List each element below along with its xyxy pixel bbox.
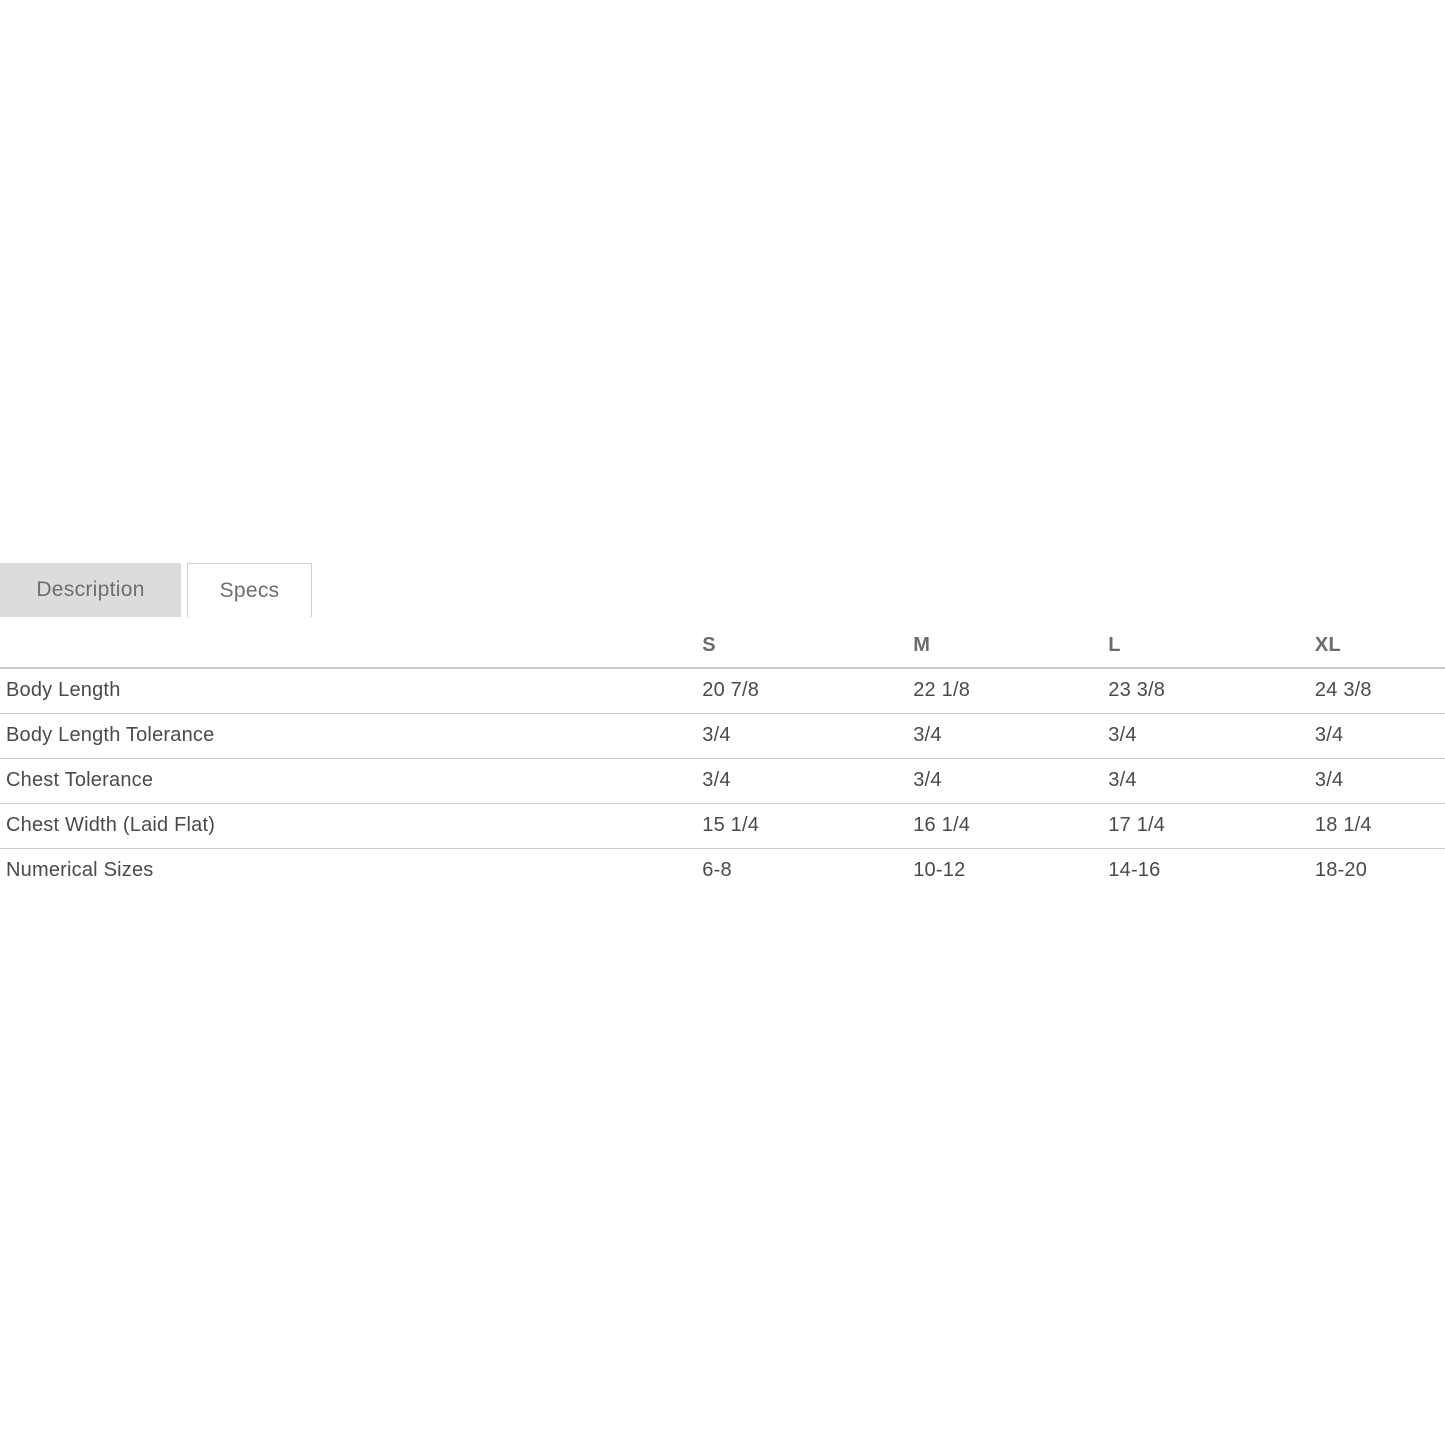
spec-value-l: 3/4 — [1108, 713, 1315, 759]
size-column-header-xl: XL — [1314, 628, 1445, 669]
specs-header-row: S M L XL — [0, 628, 1445, 669]
spec-value-xl: 18-20 — [1314, 859, 1368, 881]
spec-row-label: Chest Tolerance — [0, 758, 703, 804]
spec-value-s: 3/4 — [702, 758, 914, 804]
specs-table: S M L XL Body Length 20 7/8 22 1/8 23 3/… — [0, 628, 1445, 893]
size-column-header-l: L — [1108, 628, 1315, 669]
spec-value-xl: 3/4 — [1314, 713, 1445, 759]
spec-value-l: 14-16 — [1108, 859, 1161, 881]
spec-value-m: 3/4 — [913, 713, 1109, 759]
tab-bar: Description Specs — [0, 563, 312, 617]
spec-name-column-header — [0, 628, 703, 669]
size-column-header-m: M — [913, 628, 1109, 669]
spec-row-label: Numerical Sizes — [6, 859, 154, 881]
spec-value-s: 3/4 — [702, 713, 914, 759]
table-row: Chest Width (Laid Flat) 15 1/4 16 1/4 17… — [0, 803, 1445, 849]
spec-value-s: 15 1/4 — [702, 803, 914, 849]
spec-value-xl: 24 3/8 — [1314, 668, 1445, 714]
table-row: Body Length 20 7/8 22 1/8 23 3/8 24 3/8 — [0, 668, 1445, 714]
spec-value-xl: 3/4 — [1314, 758, 1445, 804]
tab-specs[interactable]: Specs — [187, 563, 312, 617]
spec-value-s: 20 7/8 — [702, 668, 914, 714]
spec-value-l: 3/4 — [1108, 758, 1315, 804]
table-row: Body Length Tolerance 3/4 3/4 3/4 3/4 — [0, 713, 1445, 759]
spec-value-s: 6-8 — [702, 859, 732, 881]
spec-value-l: 23 3/8 — [1108, 668, 1315, 714]
table-row: Chest Tolerance 3/4 3/4 3/4 3/4 — [0, 758, 1445, 804]
spec-value-m: 10-12 — [913, 859, 966, 881]
spec-value-m: 3/4 — [913, 758, 1109, 804]
spec-value-m: 22 1/8 — [913, 668, 1109, 714]
size-column-header-s: S — [702, 628, 914, 669]
table-row: Numerical Sizes 6-8 10-12 14-16 18-20 — [0, 849, 1445, 894]
spec-value-m: 16 1/4 — [913, 803, 1109, 849]
spec-value-l: 17 1/4 — [1108, 803, 1315, 849]
spec-value-xl: 18 1/4 — [1314, 803, 1445, 849]
spec-row-label: Body Length — [0, 668, 703, 714]
spec-row-label: Chest Width (Laid Flat) — [0, 803, 703, 849]
tab-description[interactable]: Description — [0, 563, 181, 617]
spec-row-label: Body Length Tolerance — [0, 713, 703, 759]
specs-section: S M L XL Body Length 20 7/8 22 1/8 23 3/… — [0, 628, 1445, 893]
